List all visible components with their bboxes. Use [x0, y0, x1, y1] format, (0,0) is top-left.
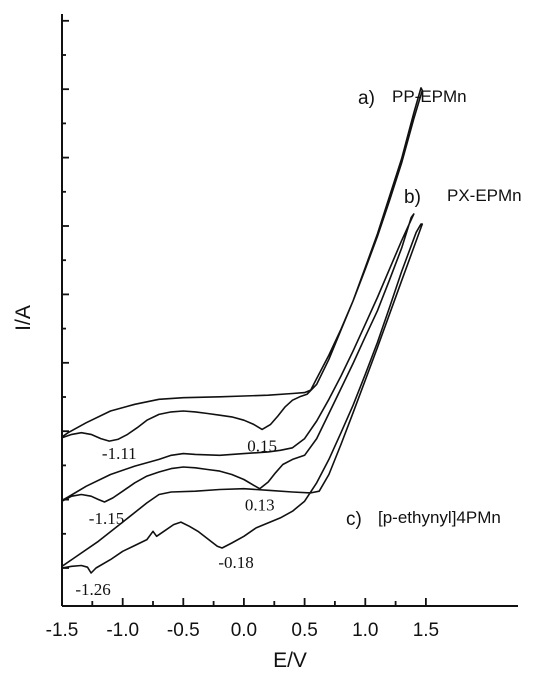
- x-axis-ticks: [61, 598, 427, 606]
- x-tick-label: -1.0: [106, 620, 139, 641]
- x-tick-label: -0.5: [167, 620, 200, 641]
- y-axis-ticks: [62, 19, 69, 569]
- x-axis-tick-labels: -1.5 -1.0 -0.5 0.0 0.5 1.0 1.5: [46, 620, 439, 641]
- series-a-label: PP-EPMn: [392, 87, 467, 106]
- peak-annotation: -1.11: [102, 444, 137, 463]
- peak-annotation: -1.26: [75, 580, 110, 599]
- x-tick-label: 1.0: [352, 620, 378, 641]
- series-a-curve: [61, 87, 424, 442]
- series-b-letter: b): [404, 187, 421, 208]
- peak-annotations: -1.11 0.15 -1.15 0.13 -0.18 -1.26: [75, 436, 277, 599]
- x-tick-label: 0.0: [231, 620, 257, 641]
- y-axis-title: I/A: [12, 305, 35, 331]
- series-c-letter: c): [346, 509, 362, 530]
- x-tick-label: 1.5: [413, 620, 439, 641]
- series-c-label: [p-ethynyl]4PMn: [378, 508, 501, 527]
- series-a-letter: a): [358, 88, 375, 109]
- axes: -1.5 -1.0 -0.5 0.0 0.5 1.0 1.5: [46, 14, 518, 641]
- series-labels: a) PP-EPMn b) PX-EPMn c) [p-ethynyl]4PMn: [346, 87, 522, 530]
- peak-annotation: -1.15: [89, 509, 124, 528]
- peak-annotation: 0.15: [247, 436, 277, 455]
- series-b-curve: [61, 213, 415, 503]
- series-b-label: PX-EPMn: [447, 186, 522, 205]
- x-tick-label: 0.5: [291, 620, 317, 641]
- x-tick-label: -1.5: [46, 620, 79, 641]
- series-c-curve: [61, 223, 424, 574]
- peak-annotation: -0.18: [218, 553, 253, 572]
- series-curves: [61, 87, 424, 574]
- peak-annotation: 0.13: [245, 496, 275, 515]
- x-axis-title: E/V: [273, 649, 307, 672]
